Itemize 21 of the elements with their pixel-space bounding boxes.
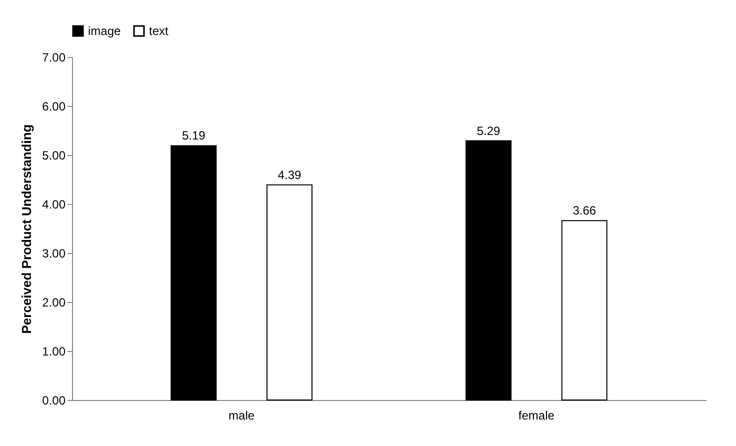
bar — [561, 220, 608, 400]
legend-label: image — [88, 24, 122, 38]
y-tick-label: 3.00 — [42, 246, 66, 260]
data-label: 5.19 — [182, 128, 206, 143]
y-tick-label: 7.00 — [42, 50, 66, 64]
legend-label: text — [149, 24, 170, 38]
y-axis-title: Perceived Product Understanding — [19, 124, 34, 334]
y-tick-label: 0.00 — [42, 394, 66, 408]
x-tick-label: male — [228, 408, 255, 422]
y-tick-label: 4.00 — [42, 198, 66, 212]
bar — [170, 145, 217, 400]
y-tick-label: 5.00 — [42, 148, 66, 162]
data-label: 4.39 — [278, 168, 302, 182]
y-tick-label: 2.00 — [42, 296, 66, 310]
x-tick-label: female — [518, 408, 555, 422]
y-tick-label: 6.00 — [42, 100, 66, 114]
y-tick-label: 1.00 — [42, 344, 66, 358]
data-label: 5.29 — [476, 124, 501, 138]
data-label: 3.66 — [572, 204, 596, 218]
bar — [266, 184, 312, 400]
bar — [466, 140, 512, 400]
